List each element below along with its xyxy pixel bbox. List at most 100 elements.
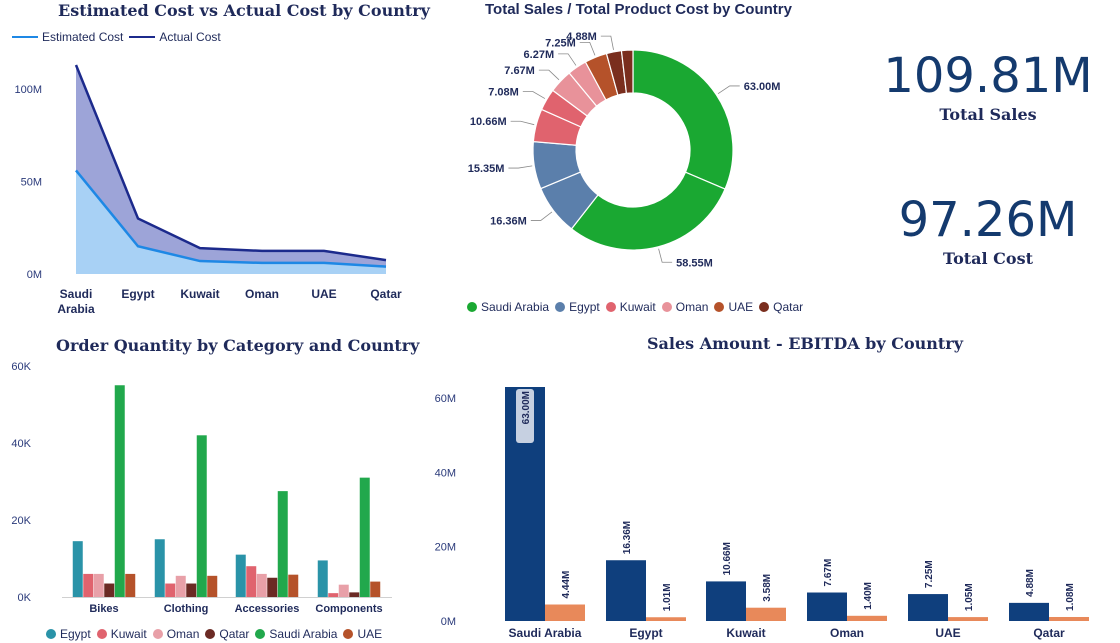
donut-leader-line	[658, 248, 673, 263]
bar-sales-amount[interactable]	[908, 594, 948, 621]
y-tick-label: 20K	[11, 515, 31, 527]
donut-slice[interactable]	[620, 49, 634, 95]
legend-item-order-qty[interactable]: UAE	[343, 627, 382, 641]
legend-label: UAE	[357, 627, 383, 641]
line-estimated-cost[interactable]	[75, 169, 387, 268]
bar-oman[interactable]	[256, 573, 267, 597]
legend-item-donut[interactable]: Qatar	[759, 300, 803, 314]
x-tick-label: UAE	[935, 626, 960, 640]
legend-item-donut[interactable]: Egypt	[555, 300, 600, 314]
bar-sales-amount[interactable]	[706, 581, 746, 621]
bar-ebitda[interactable]	[545, 604, 585, 621]
bar-kuwait[interactable]	[246, 566, 257, 597]
legend-label: Egypt	[60, 627, 91, 641]
legend-label-actual-cost: Actual Cost	[159, 30, 221, 44]
legend-label: Oman	[675, 300, 709, 314]
bar-saudi-arabia[interactable]	[114, 385, 125, 597]
donut-leader-line	[508, 165, 533, 169]
legend-dot	[467, 302, 477, 312]
bar-egypt[interactable]	[317, 560, 328, 597]
x-tick-label: Kuwait	[180, 287, 219, 301]
legend-dot	[152, 629, 163, 639]
chart-title-sales-ebitda: Sales Amount - EBITDA by Country	[647, 334, 964, 353]
donut-leader-line	[558, 53, 577, 66]
bar-saudi-arabia[interactable]	[196, 435, 207, 597]
legend-dot	[661, 302, 672, 312]
y-tick-label: 20M	[435, 542, 456, 554]
donut-data-label: 15.35M	[468, 163, 505, 175]
bar-sales-amount[interactable]	[807, 592, 847, 621]
donut-slice[interactable]	[632, 49, 734, 190]
chart-title-donut: Total Sales / Total Product Cost by Coun…	[485, 1, 792, 18]
bar-kuwait[interactable]	[328, 593, 339, 597]
bar-saudi-arabia[interactable]	[277, 491, 288, 597]
bar-ebitda[interactable]	[948, 617, 988, 621]
legend-dot	[714, 302, 725, 312]
legend-item-estimated-cost[interactable]: Estimated Cost	[12, 30, 123, 44]
legend-item-order-qty[interactable]: Egypt	[46, 627, 91, 641]
legend-item-donut[interactable]: UAE	[714, 300, 753, 314]
bar-data-label: 4.44M	[561, 571, 572, 599]
bar-saudi-arabia[interactable]	[359, 477, 370, 597]
donut-chart[interactable]: 63.00M 58.55M 16.36M 15.35M 10.66M 7.08M 7.67M…	[440, 30, 820, 290]
bar-qatar[interactable]	[186, 583, 197, 597]
bar-data-label: 7.25M	[924, 560, 935, 588]
donut-data-label: 4.88M	[566, 31, 597, 43]
bar-uae[interactable]	[125, 573, 136, 597]
y-tick-label: 40M	[435, 467, 456, 479]
legend-item-donut[interactable]: Oman	[661, 300, 709, 314]
kpi-total-sales-value: 109.81M	[883, 48, 1093, 104]
bar-sales-amount[interactable]	[1009, 602, 1049, 621]
bar-data-label: 1.05M	[964, 583, 975, 611]
legend-dot	[555, 302, 566, 312]
area-estimated-cost	[76, 170, 386, 274]
bar-uae[interactable]	[207, 575, 218, 597]
legend-item-order-qty[interactable]: Kuwait	[96, 627, 147, 641]
donut-data-label: 16.36M	[490, 215, 527, 227]
legend-item-donut[interactable]: Kuwait	[605, 300, 656, 314]
bar-uae[interactable]	[370, 581, 381, 597]
legend-item-donut[interactable]: Saudi Arabia	[467, 300, 549, 314]
bar-oman[interactable]	[93, 573, 104, 597]
bar-qatar[interactable]	[267, 577, 278, 597]
y-tick-label: 0M	[27, 269, 42, 281]
bar-oman[interactable]	[338, 584, 349, 597]
order-qty-chart[interactable]: 0K 20K 40K 60K Bikes Clothing Accessories Compo…	[0, 355, 420, 620]
bar-qatar[interactable]	[349, 592, 360, 597]
bar-kuwait[interactable]	[165, 583, 176, 597]
bar-oman[interactable]	[175, 575, 186, 597]
line-actual-cost[interactable]	[74, 64, 387, 262]
x-tick-label: Saudi Arabia	[509, 626, 582, 640]
bar-ebitda[interactable]	[646, 617, 686, 621]
bar-data-label: 63.00M	[521, 391, 532, 424]
y-tick-label: 60M	[435, 393, 456, 405]
bar-kuwait[interactable]	[83, 573, 94, 597]
legend-dot	[96, 629, 107, 639]
x-tick-label: Qatar	[1033, 626, 1065, 640]
y-tick-label: 60K	[11, 361, 31, 373]
legend-item-order-qty[interactable]: Oman	[152, 627, 200, 641]
bar-data-label: 16.36M	[622, 521, 633, 554]
sales-ebitda-chart[interactable]: 0M 20M 40M 60M 63.00M 4.44M Saudi Arabia 16.36M…	[420, 355, 1120, 643]
bar-egypt[interactable]	[72, 541, 83, 597]
legend-dot	[205, 629, 216, 639]
x-tick-label: Saudi	[60, 287, 93, 301]
bar-ebitda[interactable]	[746, 607, 786, 621]
donut-leader-line	[717, 85, 740, 95]
bar-sales-amount[interactable]	[606, 560, 646, 621]
legend-item-order-qty[interactable]: Qatar	[205, 627, 249, 641]
chart-title-order-qty: Order Quantity by Category and Country	[56, 336, 420, 355]
donut-slice[interactable]	[570, 171, 726, 251]
bar-egypt[interactable]	[235, 554, 246, 597]
legend-item-order-qty[interactable]: Saudi Arabia	[255, 627, 337, 641]
donut-leader-line	[530, 211, 553, 221]
legend-item-actual-cost[interactable]: Actual Cost	[129, 30, 221, 44]
bar-egypt[interactable]	[154, 539, 165, 597]
legend-label: Oman	[166, 627, 200, 641]
bar-ebitda[interactable]	[1049, 616, 1089, 621]
bar-ebitda[interactable]	[847, 615, 887, 621]
bar-uae[interactable]	[288, 574, 299, 597]
bar-qatar[interactable]	[104, 583, 115, 597]
y-tick-label: 0K	[18, 592, 32, 604]
